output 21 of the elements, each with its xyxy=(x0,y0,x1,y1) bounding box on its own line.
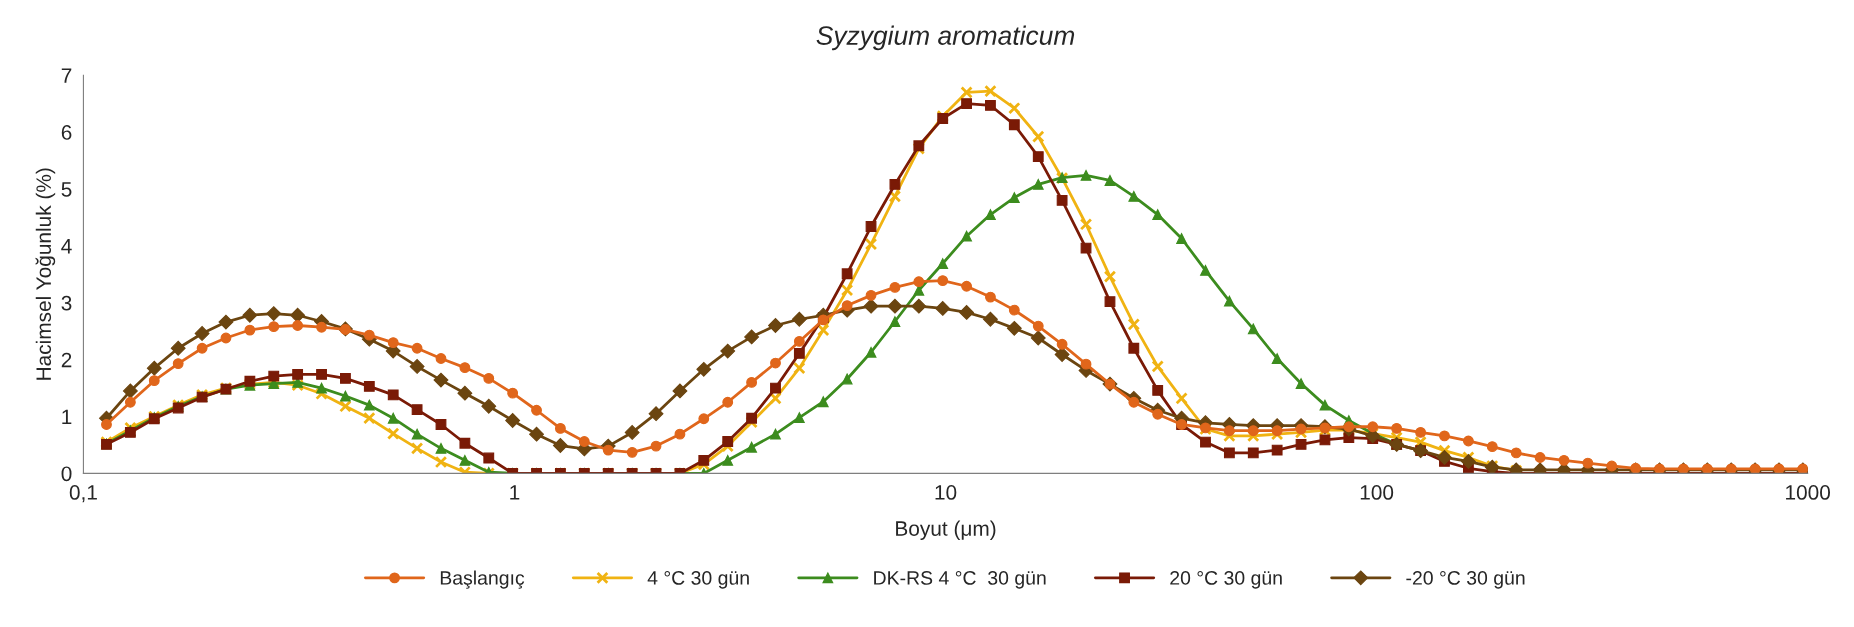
legend-label: DK-RS 4 °C 30 gün xyxy=(874,571,1046,589)
y-axis-title: Hacimsel Yoğunluk (%) xyxy=(35,168,56,380)
y-tick-label: 0 xyxy=(61,466,72,482)
x-tick-label: 1000 xyxy=(1786,485,1831,500)
y-tick-label: 7 xyxy=(61,68,72,83)
legend-label: Başlangıç xyxy=(440,570,525,589)
y-tick-label: 1 xyxy=(62,409,72,425)
y-tick-label: 3 xyxy=(61,295,72,311)
y-tick-label: 6 xyxy=(61,125,72,140)
y-tick-label: 5 xyxy=(61,182,72,197)
x-axis-title: Boyut (μm) xyxy=(896,520,996,540)
legend-label: -20 °C 30 gün xyxy=(1406,571,1525,589)
y-tick-label: 2 xyxy=(61,352,72,368)
x-tick-label: 1 xyxy=(510,485,520,500)
x-tick-label: 100 xyxy=(1360,485,1394,500)
y-tick-label: 4 xyxy=(61,239,72,254)
legend-label: 4 °C 30 gün xyxy=(647,571,749,589)
legend-label: 20 °C 30 gün xyxy=(1170,571,1282,589)
x-tick-label: 0,1 xyxy=(69,485,97,503)
x-tick-label: 10 xyxy=(935,485,957,500)
chart-title: Syzygium aromaticum xyxy=(816,25,1075,51)
